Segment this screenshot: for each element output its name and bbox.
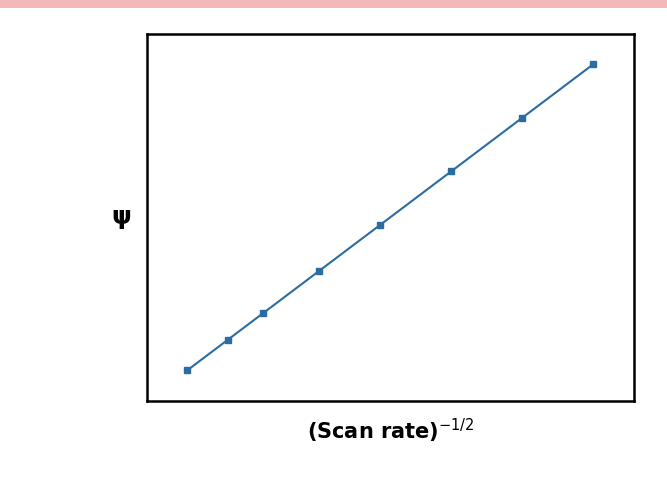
X-axis label: (Scan rate)$^{-1/2}$: (Scan rate)$^{-1/2}$	[307, 417, 474, 445]
Y-axis label: ψ: ψ	[111, 205, 131, 229]
